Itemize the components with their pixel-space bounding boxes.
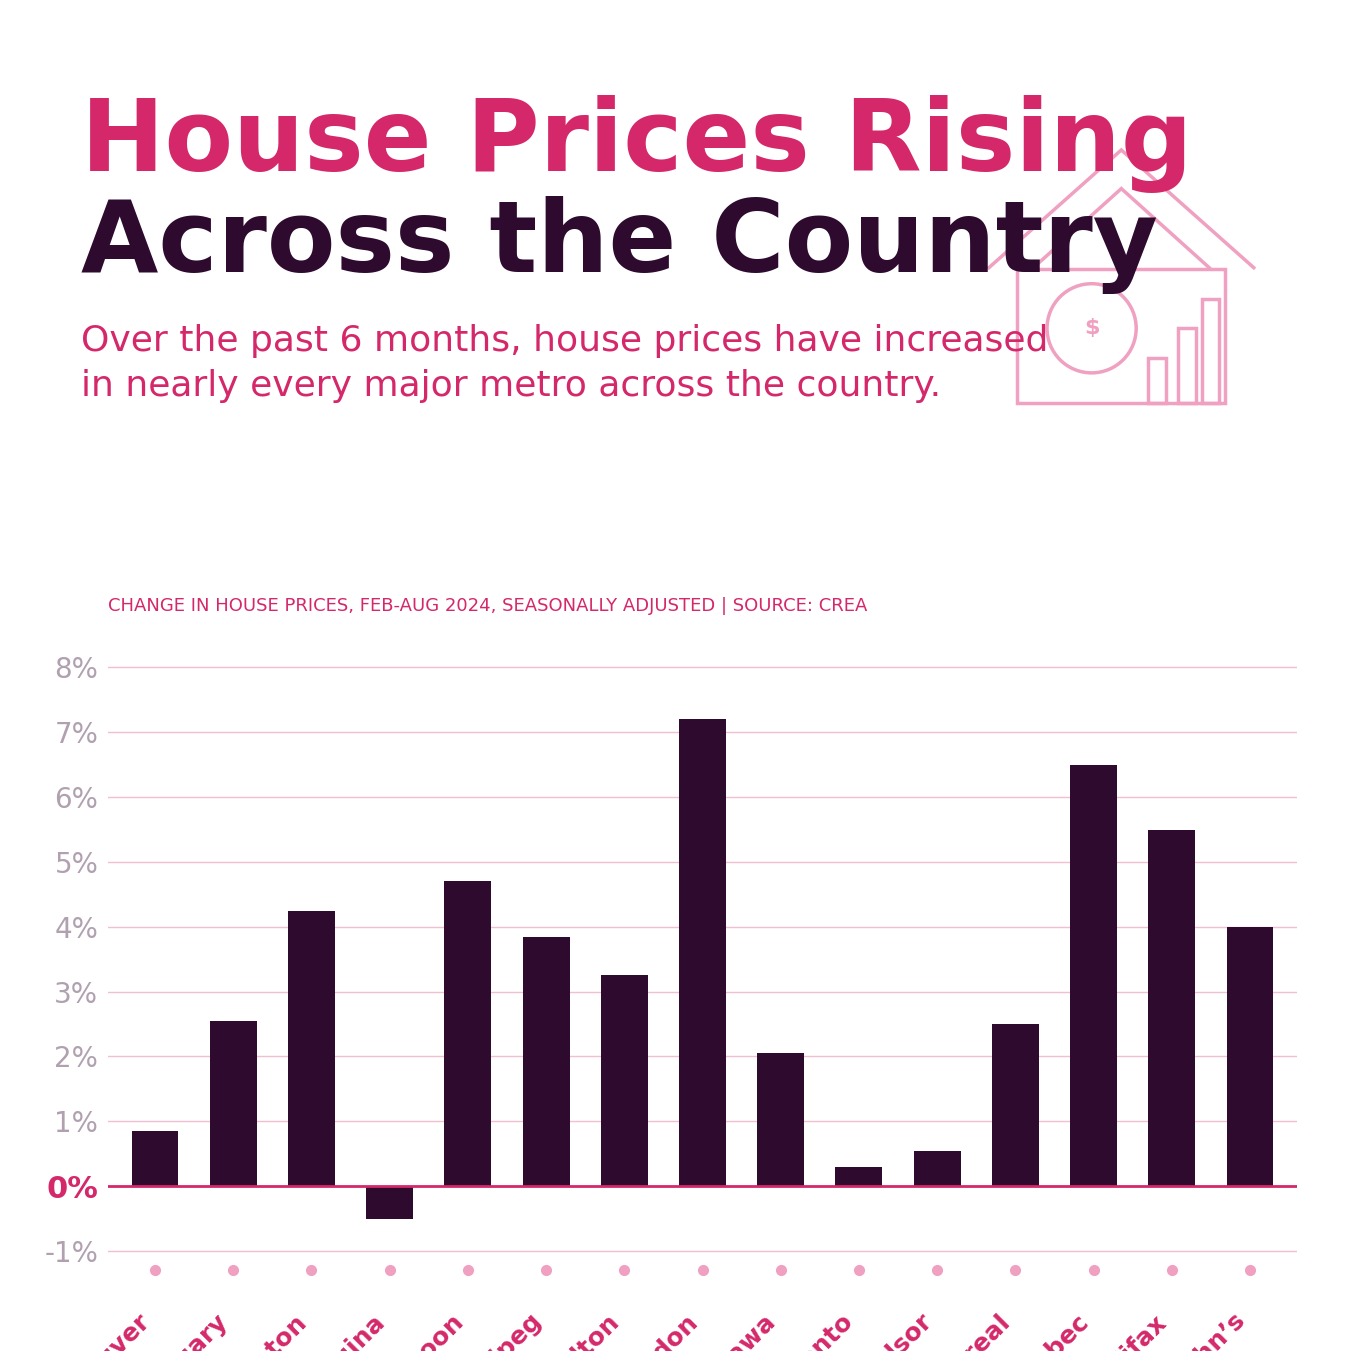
Bar [1227,927,1274,1186]
Bar [758,1054,804,1186]
Bar [366,1186,413,1219]
Bar [131,1131,178,1186]
Bar [1178,328,1196,403]
Text: Over the past 6 months, house prices have increased
in nearly every major metro : Over the past 6 months, house prices hav… [81,324,1048,403]
Text: Across the Country: Across the Country [81,196,1158,295]
Text: CHANGE IN HOUSE PRICES, FEB-AUG 2024, SEASONALLY ADJUSTED | SOURCE: CREA: CHANGE IN HOUSE PRICES, FEB-AUG 2024, SE… [108,597,867,615]
Bar [680,719,725,1186]
Bar [992,1024,1039,1186]
Bar [523,936,570,1186]
Bar [1148,830,1196,1186]
Text: House Prices Rising: House Prices Rising [81,95,1193,193]
Bar [444,881,492,1186]
Bar [913,1151,961,1186]
Bar [288,911,335,1186]
Text: $: $ [1084,319,1100,338]
Bar [835,1167,882,1186]
Bar [1148,358,1166,403]
Bar [601,975,647,1186]
Bar [209,1021,257,1186]
Bar [1070,765,1117,1186]
Bar [1201,299,1220,403]
